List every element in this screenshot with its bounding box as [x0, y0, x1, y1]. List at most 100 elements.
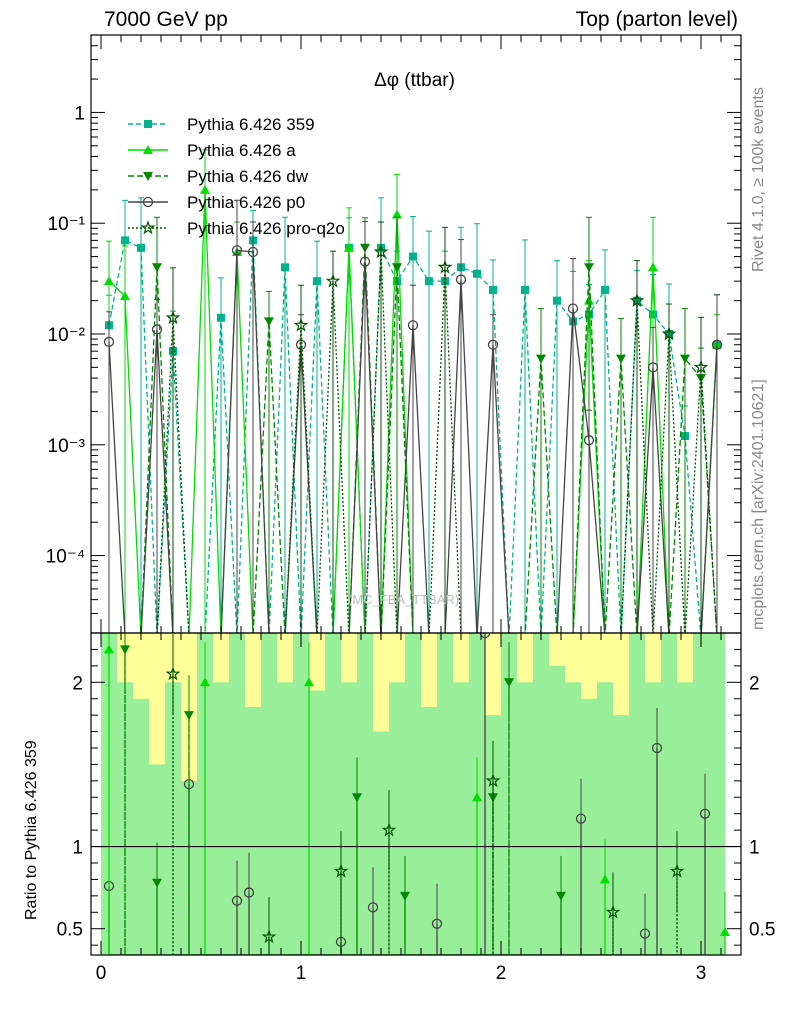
green-band-bin	[229, 633, 246, 955]
data-point	[392, 209, 402, 219]
legend-marker	[143, 172, 153, 181]
ratio-point	[261, 929, 277, 944]
ratio-point	[367, 902, 379, 913]
data-point	[200, 184, 210, 194]
ratio-point	[699, 808, 711, 819]
chart-title: Δφ (ttbar)	[374, 70, 455, 91]
green-band-bin	[245, 706, 262, 955]
data-point	[693, 359, 709, 374]
green-band-bin	[437, 633, 454, 955]
ratio-point	[165, 666, 181, 681]
green-band-bin	[565, 682, 582, 955]
legend-marker	[143, 145, 153, 154]
data-point	[661, 326, 677, 341]
ratio-point	[184, 711, 194, 721]
data-point	[293, 317, 309, 332]
data-point	[536, 354, 546, 364]
data-point	[425, 277, 433, 286]
ratio-frame	[90, 632, 742, 956]
data-point	[521, 285, 529, 294]
ratio-y-tick-label: 1	[72, 838, 83, 859]
data-point	[325, 273, 341, 288]
mcplots-label: mcplots.cern.ch [arXiv:2401.10621]	[750, 379, 767, 630]
green-band-bin	[709, 633, 726, 955]
green-band-bin	[517, 682, 534, 955]
ratio-point	[304, 677, 314, 687]
data-point	[489, 285, 497, 294]
green-band-bin	[341, 682, 358, 955]
data-point	[247, 246, 259, 258]
data-point	[711, 339, 723, 350]
series-line	[108, 189, 718, 633]
data-point	[373, 244, 389, 259]
data-point	[473, 269, 481, 278]
ratio-point	[472, 792, 482, 802]
ratio-point	[639, 928, 651, 939]
green-band-bin	[325, 633, 342, 955]
data-point	[647, 362, 659, 373]
ratio-point	[485, 773, 501, 788]
data-point	[151, 324, 163, 335]
legend: Pythia 6.426 359 Pythia 6.426 a Pythia 6.4…	[128, 115, 345, 238]
green-band-bin	[213, 682, 230, 955]
green-band-bin	[661, 633, 678, 955]
legend-marker	[144, 120, 152, 128]
data-point	[553, 296, 561, 305]
data-point	[409, 252, 417, 261]
x-tick-label: 1	[296, 963, 307, 984]
header-left: 7000 GeV pp	[104, 8, 228, 31]
green-band-bin	[309, 690, 326, 955]
ratio-point	[104, 644, 114, 654]
x-tick-label: 2	[496, 963, 507, 984]
green-band-bin	[613, 715, 630, 955]
data-point	[264, 317, 274, 327]
data-point	[104, 276, 114, 286]
ratio-point	[243, 887, 255, 898]
green-band-bin	[261, 633, 278, 955]
green-band-bin	[581, 698, 598, 955]
green-band-bin	[133, 698, 150, 955]
main-plot-series	[103, 149, 723, 633]
green-band-bin	[645, 682, 662, 955]
green-band-bin	[389, 682, 406, 955]
ratio-point	[120, 645, 130, 655]
ratio-ylabel: Ratio to Pythia 6.426 359	[23, 740, 40, 920]
data-point	[616, 354, 626, 364]
ratio-point	[720, 927, 730, 936]
green-band-bin	[533, 633, 550, 955]
ratio-point	[200, 677, 210, 687]
green-band-bin	[293, 633, 310, 955]
ratio-point	[575, 813, 587, 824]
data-point	[567, 303, 579, 314]
y-tick-label: 1	[74, 103, 85, 124]
series-line	[108, 249, 718, 633]
ratio-point	[479, 633, 491, 639]
legend-label: Pythia 6.426 dw	[187, 167, 309, 186]
rivet-label: Rivet 4.1.0, ≥ 100k events	[750, 87, 767, 272]
legend-label: Pythia 6.426 pro-q2o	[187, 219, 345, 238]
data-point	[629, 292, 645, 307]
data-point	[281, 263, 289, 272]
ratio-point	[504, 678, 514, 688]
legend-label: Pythia 6.426 p0	[187, 193, 305, 212]
y-tick-label: 10⁻³	[48, 436, 86, 457]
y-tick-label: 10⁻¹	[48, 214, 86, 235]
ratio-y-tick-label-right: 2	[749, 673, 760, 694]
green-band-bin	[357, 633, 374, 955]
data-point	[584, 263, 594, 273]
ratio-uncertainty-bands	[101, 633, 726, 955]
data-point	[601, 285, 609, 294]
green-band-bin	[693, 633, 710, 955]
ratio-point	[669, 863, 685, 878]
data-point	[455, 274, 467, 285]
y-tick-label: 10⁻²	[48, 325, 86, 346]
green-band-bin	[677, 682, 694, 955]
legend-marker	[140, 220, 156, 235]
ratio-point	[231, 895, 243, 906]
ratio-point	[600, 874, 610, 884]
data-point	[344, 242, 354, 252]
green-band-bin	[597, 682, 614, 955]
legend-marker	[142, 196, 154, 208]
axes-frame: 10⁻⁴ 10⁻³ 10⁻² 10⁻¹ 1 0.5 0.5 1 1 2 2 0 1 2 3	[46, 34, 775, 984]
